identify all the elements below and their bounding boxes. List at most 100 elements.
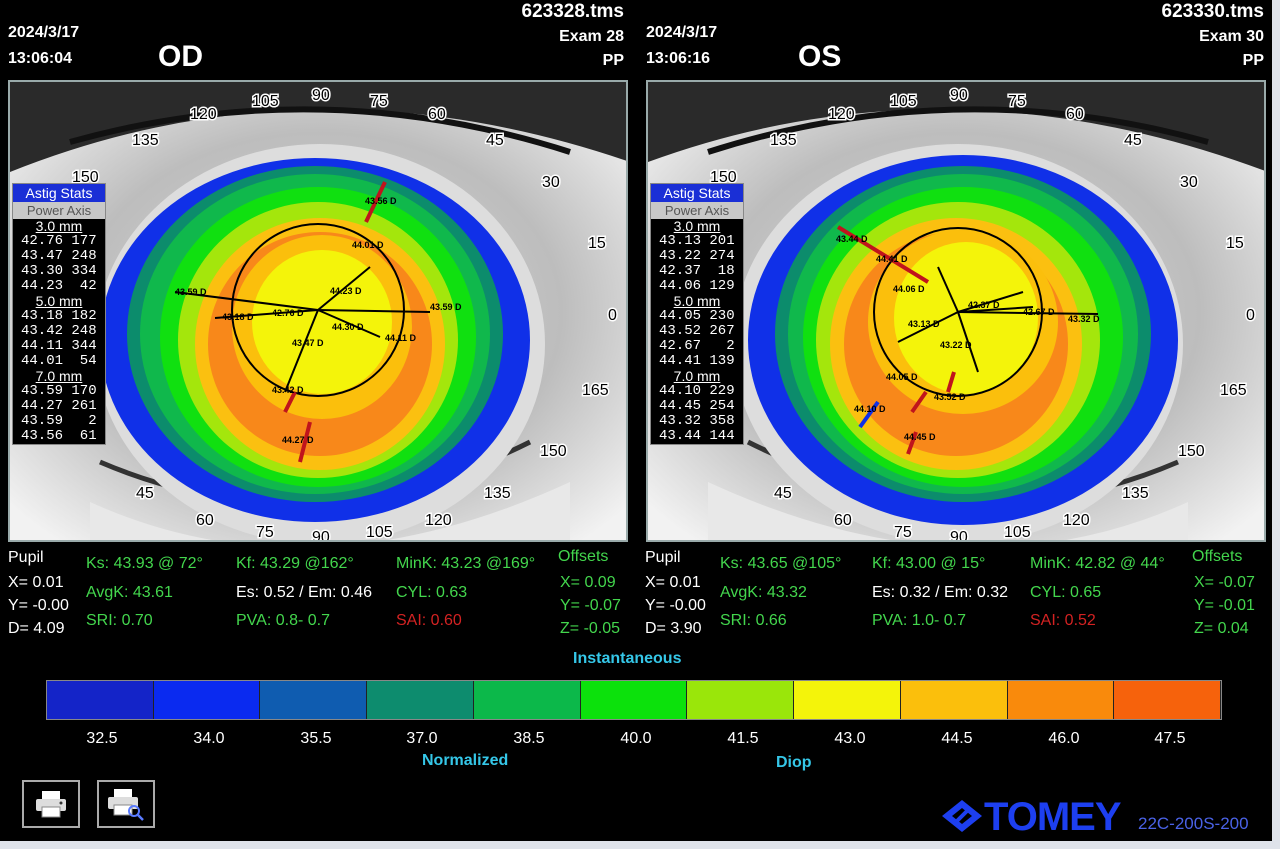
od-map-label: 43.59 D <box>430 302 462 312</box>
od-astig-mm: 5.0 mm <box>35 293 83 309</box>
os-axis-label: 0 <box>1246 307 1255 324</box>
scale-swatch <box>794 681 901 719</box>
od-astig-row: 44.23 42 <box>21 278 97 294</box>
scale-label: 40.0 <box>620 730 652 747</box>
od-astig-title[interactable]: Astig Stats <box>13 184 105 202</box>
os-filename: 623330.tms <box>1161 1 1264 22</box>
od-map-label: 43.42 D <box>272 385 304 395</box>
print-preview-button[interactable] <box>97 780 155 828</box>
od-topography-map: 43.56 D 44.01 D 43.59 D 44.23 D 43.59 D … <box>10 82 626 541</box>
os-astig-row: 43.13 201 <box>659 233 735 249</box>
od-axis-label: 120 <box>190 106 217 123</box>
os-astig-row: 43.52 267 <box>659 323 735 339</box>
scale-title: Instantaneous <box>573 650 682 667</box>
od-sri: SRI: 0.70 <box>86 612 153 629</box>
od-map-label: 42.76 D <box>272 308 304 318</box>
od-axis-label: 75 <box>370 93 388 110</box>
scale-label: 46.0 <box>1048 730 1080 747</box>
print-button[interactable] <box>22 780 80 828</box>
od-astig-row: 43.18 182 <box>21 308 97 324</box>
os-map-label: 42.37 D <box>968 300 1000 310</box>
os-pupil-d: D= 3.90 <box>645 620 702 637</box>
scale-right-caption: Diop <box>776 754 812 771</box>
od-astig-row: 42.76 177 <box>21 233 97 249</box>
od-map-panel[interactable]: 43.56 D 44.01 D 43.59 D 44.23 D 43.59 D … <box>8 80 628 542</box>
os-astig-mm: 7.0 mm <box>673 368 721 384</box>
os-axis-label: 90 <box>950 87 968 104</box>
os-sri: SRI: 0.66 <box>720 612 787 629</box>
os-astig-mm: 3.0 mm <box>673 218 721 234</box>
os-mode: PP <box>1242 52 1264 69</box>
scale-swatch <box>473 681 581 719</box>
os-axis-label: 120 <box>1063 512 1090 529</box>
tomey-logo-text: TOMEY <box>984 795 1122 839</box>
os-axis-label: 15 <box>1226 235 1244 252</box>
os-axis-label: 135 <box>770 132 797 149</box>
os-astig-row: 43.22 274 <box>659 248 735 264</box>
os-map-label: 43.52 D <box>934 392 966 402</box>
od-map-label: 44.30 D <box>332 322 364 332</box>
os-axis-label: 30 <box>1180 174 1198 191</box>
od-axis-label: 30 <box>542 174 560 191</box>
os-astig-title[interactable]: Astig Stats <box>651 184 743 202</box>
od-map-label: 43.59 D <box>175 287 207 297</box>
scale-swatch <box>260 681 368 719</box>
od-pupil-y: Y= -0.00 <box>8 597 69 614</box>
os-map-panel[interactable]: 43.44 D 44.41 D 44.06 D 42.37 D 42.67 D … <box>646 80 1266 542</box>
os-axis-label: 75 <box>894 524 912 541</box>
os-map-label: 43.13 D <box>908 319 940 329</box>
scale-label: 44.5 <box>941 730 973 747</box>
od-pupil-label: Pupil <box>8 549 44 566</box>
os-map-label: 44.45 D <box>904 432 936 442</box>
color-scale-bar[interactable] <box>46 680 1222 720</box>
od-astig-row: 44.01 54 <box>21 353 97 369</box>
od-axis-label: 60 <box>428 106 446 123</box>
od-offsets-label: Offsets <box>558 548 609 565</box>
tomey-logo-mark-icon <box>942 800 982 832</box>
od-kf: Kf: 43.29 @162° <box>236 555 354 572</box>
od-astig-mm: 3.0 mm <box>35 218 83 234</box>
os-astig-subtitle: Power Axis <box>651 202 743 219</box>
od-axis-label: 0 <box>608 307 617 324</box>
od-sai: SAI: 0.60 <box>396 612 462 629</box>
os-map-label: 43.22 D <box>940 340 972 350</box>
od-astig-stats: Astig Stats Power Axis 3.0 mm 42.76 177 … <box>12 183 106 445</box>
model-number: 22C-200S-200 <box>1138 814 1249 833</box>
scale-label: 34.0 <box>193 730 225 747</box>
od-astig-row: 43.59 2 <box>21 413 97 429</box>
os-axis-label: 120 <box>828 106 855 123</box>
os-axis-label: 60 <box>1066 106 1084 123</box>
od-axis-label: 60 <box>196 512 214 529</box>
od-axis-label: 150 <box>540 443 567 460</box>
os-astig-row: 44.41 139 <box>659 353 735 369</box>
os-axis-label: 105 <box>1004 524 1031 541</box>
os-mink: MinK: 42.82 @ 44° <box>1030 555 1165 572</box>
od-pva: PVA: 0.8- 0.7 <box>236 612 330 629</box>
od-axis-label: 120 <box>425 512 452 529</box>
od-filename: 623328.tms <box>521 1 624 22</box>
os-axis-label: 150 <box>1178 443 1205 460</box>
scale-swatch <box>47 681 154 719</box>
os-pva: PVA: 1.0- 0.7 <box>872 612 966 629</box>
os-pupil-y: Y= -0.00 <box>645 597 706 614</box>
od-time: 13:06:04 <box>8 50 73 67</box>
od-axis-label: 150 <box>72 169 99 186</box>
os-astig-stats: Astig Stats Power Axis 3.0 mm 43.13 201 … <box>650 183 744 445</box>
od-map-label: 43.47 D <box>292 338 324 348</box>
od-es: Es: 0.52 / Em: 0.46 <box>236 584 373 601</box>
od-axis-label: 105 <box>366 524 393 541</box>
print-preview-icon <box>108 789 144 821</box>
os-axis-label: 165 <box>1220 382 1247 399</box>
os-astig-row: 44.06 129 <box>659 278 735 294</box>
os-astig-row: 42.67 2 <box>659 338 735 354</box>
od-offset-x: X= 0.09 <box>560 574 616 591</box>
os-astig-row: 43.32 358 <box>659 413 735 429</box>
os-axis-label: 75 <box>1008 93 1026 110</box>
od-pupil-x: X= 0.01 <box>8 574 64 591</box>
od-axis-label: 135 <box>132 132 159 149</box>
window-edge-bottom <box>0 841 1280 849</box>
od-map-label: 44.27 D <box>282 435 314 445</box>
os-astig-mm: 5.0 mm <box>673 293 721 309</box>
od-astig-subtitle: Power Axis <box>13 202 105 219</box>
